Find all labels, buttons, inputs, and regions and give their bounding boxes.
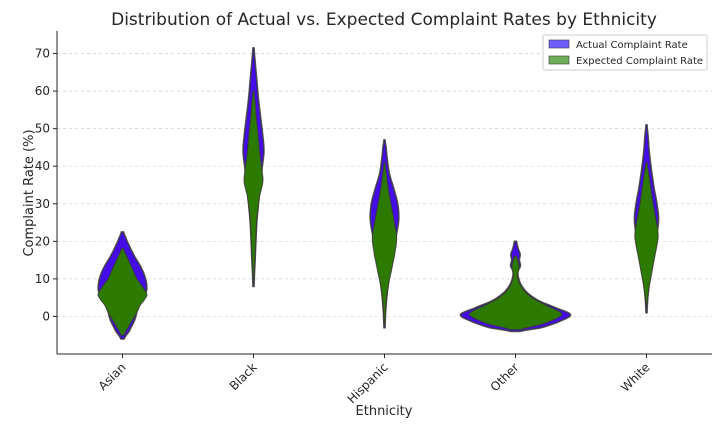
violin-expected-other	[468, 255, 563, 331]
y-tick-label: 0	[42, 309, 50, 323]
y-axis-label: Complaint Rate (%)	[22, 129, 37, 256]
x-tick-label: Black	[227, 360, 260, 393]
legend-swatch-actual	[548, 39, 570, 49]
x-ticks: Asian Black Hispanic Other White	[96, 354, 653, 406]
y-tick-label: 20	[35, 234, 50, 248]
legend: Actual Complaint Rate Expected Complaint…	[542, 34, 708, 71]
y-tick-label: 10	[35, 272, 50, 286]
y-tick-label: 70	[35, 47, 50, 61]
violin-expected-asian	[97, 248, 148, 336]
violin-expected-hispanic	[371, 161, 398, 325]
y-tick-label: 50	[35, 122, 50, 136]
legend-label-expected: Expected Complaint Rate	[576, 56, 703, 67]
violin-expected-black	[243, 90, 264, 280]
y-ticks: 0 10 20 30 40 50 60 70	[35, 47, 57, 323]
chart-title: Distribution of Actual vs. Expected Comp…	[111, 10, 657, 30]
grid-layer	[57, 53, 712, 317]
x-tick-label: Other	[488, 360, 522, 394]
y-tick-label: 60	[35, 84, 50, 98]
legend-swatch-expected	[548, 55, 570, 65]
y-tick-label: 40	[35, 159, 50, 173]
legend-label-actual: Actual Complaint Rate	[576, 40, 688, 51]
x-axis-label: Ethnicity	[356, 404, 413, 419]
x-tick-label: White	[618, 360, 653, 395]
x-tick-label: Asian	[96, 360, 129, 393]
violin-expected-white	[634, 161, 659, 306]
violin-layer	[97, 47, 660, 340]
y-tick-label: 30	[35, 197, 50, 211]
legend-box	[542, 34, 708, 71]
x-tick-label: Hispanic	[345, 360, 391, 406]
